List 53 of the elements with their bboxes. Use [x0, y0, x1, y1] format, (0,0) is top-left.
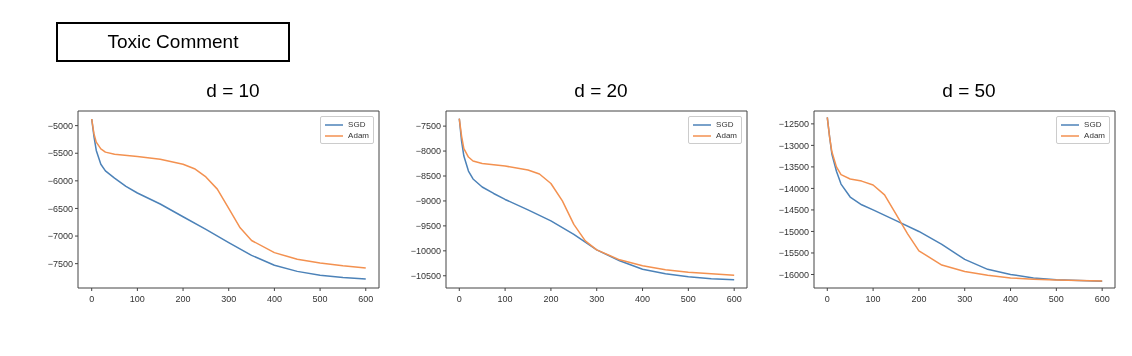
y-tick-label: −13500 [778, 162, 809, 173]
legend-label: Adam [1084, 130, 1105, 141]
chart-title: d = 10 [205, 80, 261, 103]
x-tick-label: 600 [358, 294, 374, 304]
legend-label: Adam [348, 130, 369, 141]
x-tick-label: 400 [635, 294, 651, 304]
legend-label: Adam [716, 130, 737, 141]
x-tick-label: 500 [1048, 294, 1064, 304]
y-tick-label: −7500 [47, 258, 73, 269]
chart-title: d = 20 [573, 80, 629, 103]
x-tick-label: 600 [1094, 294, 1110, 304]
y-tick-label: −9000 [415, 196, 441, 207]
y-tick-label: −8000 [415, 146, 441, 157]
x-tick-label: 500 [680, 294, 696, 304]
x-tick-label: 400 [266, 294, 282, 304]
x-tick-label: 200 [911, 294, 927, 304]
y-tick-label: −13000 [778, 140, 809, 151]
y-tick-label: −14500 [778, 205, 809, 216]
y-tick-label: −8500 [415, 171, 441, 182]
y-tick-label: −16000 [778, 269, 809, 280]
legend-label: SGD [716, 119, 734, 130]
x-tick-label: 0 [456, 294, 462, 304]
y-tick-label: −5000 [47, 120, 73, 131]
y-tick-label: −15000 [778, 226, 809, 237]
x-tick-label: 300 [589, 294, 605, 304]
legend-label: SGD [348, 119, 366, 130]
x-tick-label: 400 [1003, 294, 1019, 304]
y-tick-label: −9500 [415, 221, 441, 232]
y-tick-label: −5500 [47, 148, 73, 159]
y-tick-label: −6500 [47, 203, 73, 214]
y-tick-label: −15500 [778, 248, 809, 259]
line-series [826, 116, 1103, 283]
x-tick-label: 200 [543, 294, 559, 304]
x-tick-label: 0 [89, 294, 95, 304]
y-tick-label: −7500 [415, 121, 441, 132]
x-tick-label: 100 [129, 294, 145, 304]
y-tick-label: −14000 [778, 183, 809, 194]
text: Toxic Comment [56, 22, 290, 62]
x-tick-label: 100 [497, 294, 513, 304]
y-tick-label: −7000 [47, 231, 73, 242]
x-tick-label: 300 [957, 294, 973, 304]
chart-title: d = 50 [941, 80, 997, 103]
x-tick-label: 600 [726, 294, 742, 304]
x-tick-label: 300 [221, 294, 237, 304]
y-tick-label: −10000 [410, 246, 441, 257]
x-tick-label: 500 [312, 294, 328, 304]
y-tick-label: −12500 [778, 119, 809, 130]
y-tick-label: −6000 [47, 176, 73, 187]
x-tick-label: 200 [175, 294, 191, 304]
y-tick-label: −10500 [410, 270, 441, 281]
legend-label: SGD [1084, 119, 1102, 130]
x-tick-label: 100 [865, 294, 881, 304]
x-tick-label: 0 [824, 294, 830, 304]
